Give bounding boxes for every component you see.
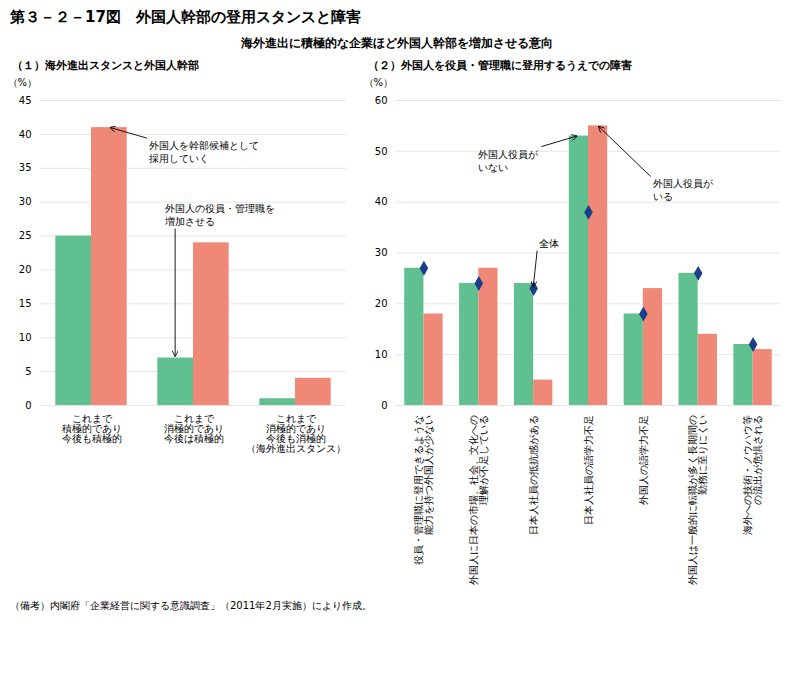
svg-text:役員・管理職に登用できるような能力を持つ外国人が少ない: 役員・管理職に登用できるような能力を持つ外国人が少ない — [413, 415, 434, 565]
svg-text:45: 45 — [19, 95, 32, 106]
svg-text:5: 5 — [25, 366, 31, 377]
svg-text:日本人社員の語学力不足: 日本人社員の語学力不足 — [583, 415, 594, 525]
svg-text:20: 20 — [19, 264, 32, 275]
svg-text:0: 0 — [381, 400, 387, 411]
svg-text:10: 10 — [375, 349, 388, 360]
html-text:（１）海外進出スタンスと外国人幹部: （１）海外進出スタンスと外国人幹部 — [12, 59, 199, 72]
svg-text:これまで消極的であり今後も消極的（海外進出スタンス）: これまで消極的であり今後も消極的（海外進出スタンス） — [246, 413, 346, 454]
svg-text:これまで消極的であり今後は積極的: これまで消極的であり今後は積極的 — [164, 413, 224, 444]
svg-text:0: 0 — [25, 400, 31, 411]
svg-text:30: 30 — [19, 196, 32, 207]
svg-text:50: 50 — [375, 146, 388, 157]
svg-text:10: 10 — [19, 332, 32, 343]
svg-text:60: 60 — [375, 95, 388, 106]
svg-text:外国人の語学力不足: 外国人の語学力不足 — [638, 415, 649, 505]
svg-text:外国人は一般的に転職が多く長期間の勤務に至りにくい: 外国人は一般的に転職が多く長期間の勤務に至りにくい — [687, 415, 708, 585]
svg-text:全体: 全体 — [539, 238, 559, 249]
svg-text:15: 15 — [19, 298, 32, 309]
svg-text:これまで積極的であり今後も積極的: これまで積極的であり今後も積極的 — [62, 413, 122, 444]
svg-text:外国人を幹部候補として採用していく: 外国人を幹部候補として採用していく — [149, 140, 259, 164]
svg-text:30: 30 — [375, 247, 388, 258]
svg-text:40: 40 — [375, 196, 388, 207]
svg-text:外国人役員がいる: 外国人役員がいる — [653, 178, 714, 202]
svg-text:20: 20 — [375, 298, 388, 309]
svg-text:（%）: （%） — [364, 77, 394, 88]
html-text:（備考）内閣府「企業経営に関する意識調査」（2011年2月実: （備考）内閣府「企業経営に関する意識調査」（2011年2月実施）により作成。 — [10, 600, 372, 611]
html-text:海外進出に積極的な企業ほど外国人幹部を増加させる意向: 海外進出に積極的な企業ほど外国人幹部を増加させる意向 — [241, 36, 553, 50]
svg-text:25: 25 — [19, 230, 32, 241]
html-text:第３－２－17図 外国人幹部の登用スタンスと障害: 第３－２－17図 外国人幹部の登用スタンスと障害 — [10, 8, 361, 26]
svg-text:日本人社員の抵抗感がある: 日本人社員の抵抗感がある — [528, 415, 539, 535]
svg-text:外国人の役員・管理職を増加させる: 外国人の役員・管理職を増加させる — [164, 203, 275, 227]
html-text:（２）外国人を役員・管理職に登用するうえでの障害: （２）外国人を役員・管理職に登用するうえでの障害 — [368, 59, 632, 72]
svg-text:40: 40 — [19, 129, 32, 140]
svg-text:外国人に日本の市場、社会、文化への理解が不足している: 外国人に日本の市場、社会、文化への理解が不足している — [468, 415, 489, 585]
svg-text:外国人役員がいない: 外国人役員がいない — [478, 149, 539, 173]
svg-text:海外への技術・ノウハウ等の流出が危惧される: 海外への技術・ノウハウ等の流出が危惧される — [742, 415, 763, 535]
svg-text:（%）: （%） — [8, 77, 38, 88]
svg-text:35: 35 — [19, 162, 32, 173]
